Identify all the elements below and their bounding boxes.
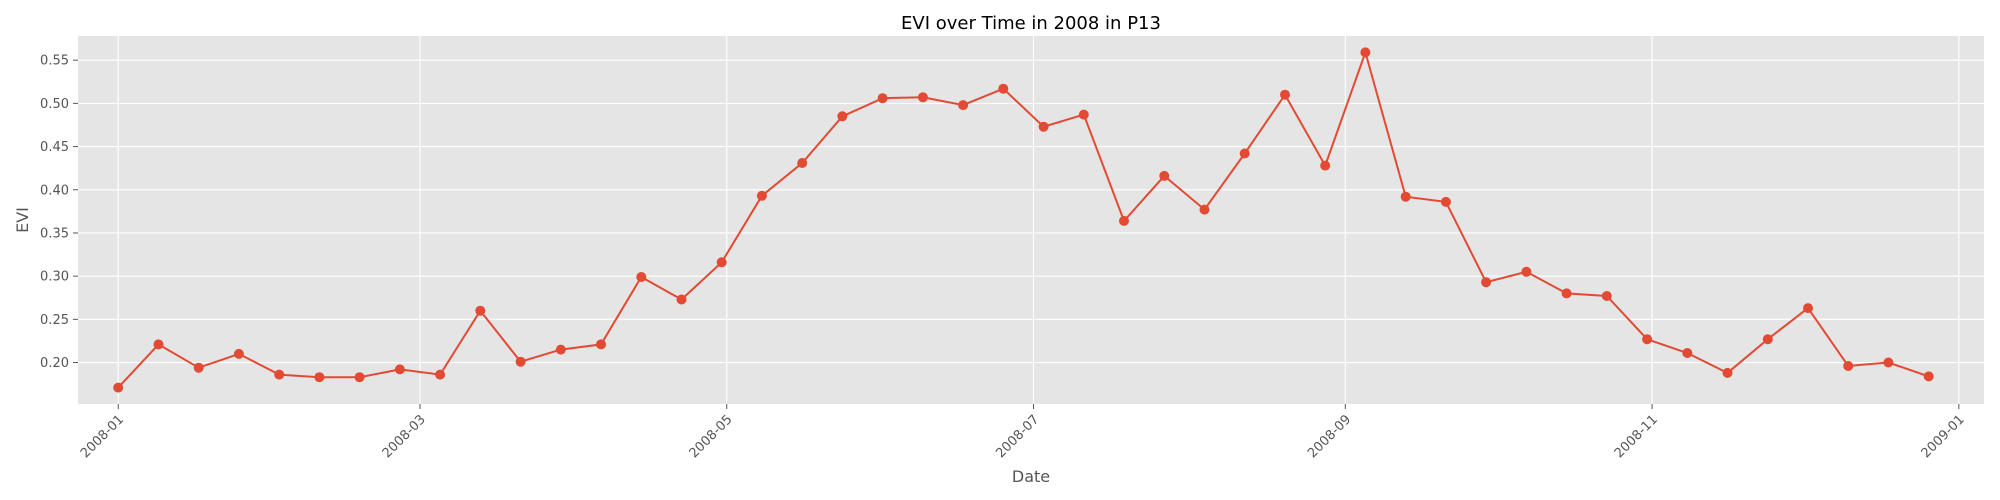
data-point [274, 369, 285, 380]
data-point [1762, 334, 1773, 345]
data-point [1843, 361, 1854, 371]
x-tick-label: 2009-01 [1919, 412, 1968, 461]
data-point [837, 111, 848, 122]
y-tick-label: 0.55 [40, 54, 69, 69]
data-point [1159, 170, 1170, 181]
data-point [1280, 89, 1290, 100]
data-point [1803, 303, 1813, 314]
data-point [1038, 121, 1049, 132]
data-point [394, 364, 405, 375]
data-point [917, 92, 928, 103]
evi-series-line [117, 49, 1930, 389]
data-point [1360, 47, 1371, 58]
y-tick-label: 0.45 [40, 140, 69, 155]
data-point [113, 382, 124, 393]
data-point [1521, 266, 1532, 277]
y-tick-label: 0.40 [40, 183, 69, 198]
y-tick-label: 0.50 [40, 97, 69, 112]
x-tick-label: 2008-11 [1612, 412, 1661, 461]
data-point [958, 100, 969, 111]
x-tick-label: 2008-07 [993, 412, 1042, 461]
data-point [475, 305, 486, 316]
x-tick-label: 2008-01 [78, 412, 127, 461]
data-point [1642, 334, 1653, 345]
data-point [636, 272, 647, 282]
chart-title: EVI over Time in 2008 in P13 [901, 13, 1161, 34]
data-point [1601, 291, 1612, 301]
data-point [555, 344, 566, 355]
data-point [1561, 288, 1572, 299]
data-point [1923, 371, 1934, 382]
data-point [1481, 277, 1492, 288]
y-axis-label: EVI [13, 207, 32, 233]
data-point [1722, 367, 1733, 378]
data-point [1682, 348, 1693, 358]
data-point [596, 339, 606, 350]
data-point [877, 93, 888, 104]
x-tick-label: 2008-09 [1305, 412, 1354, 461]
y-tick-label: 0.35 [40, 226, 69, 241]
data-point [193, 362, 204, 373]
data-point [515, 356, 526, 367]
data-point [797, 158, 808, 168]
data-point [676, 294, 687, 305]
data-point [1239, 148, 1250, 159]
y-tick-label: 0.20 [40, 356, 69, 371]
y-tick-label: 0.30 [40, 270, 69, 285]
x-axis-label: Date [1012, 467, 1050, 486]
data-point [1199, 204, 1210, 215]
data-point [1400, 191, 1411, 202]
data-point [1883, 357, 1894, 368]
data-point [435, 369, 446, 380]
data-point [233, 348, 244, 359]
plot-background [78, 36, 1984, 404]
data-point [1078, 109, 1089, 120]
evi-data-points [113, 47, 1934, 393]
data-point [998, 83, 1009, 94]
y-tick-label: 0.25 [40, 313, 69, 328]
x-tick-label: 2008-03 [380, 412, 429, 461]
data-point [354, 372, 365, 383]
x-tick-label: 2008-05 [687, 412, 736, 461]
data-point [1119, 215, 1129, 226]
data-point [1440, 196, 1451, 207]
data-point [716, 257, 727, 268]
data-point [314, 372, 325, 383]
grid-lines [78, 36, 1984, 404]
data-point [1320, 160, 1331, 171]
data-point [756, 190, 767, 201]
data-point [153, 339, 164, 350]
